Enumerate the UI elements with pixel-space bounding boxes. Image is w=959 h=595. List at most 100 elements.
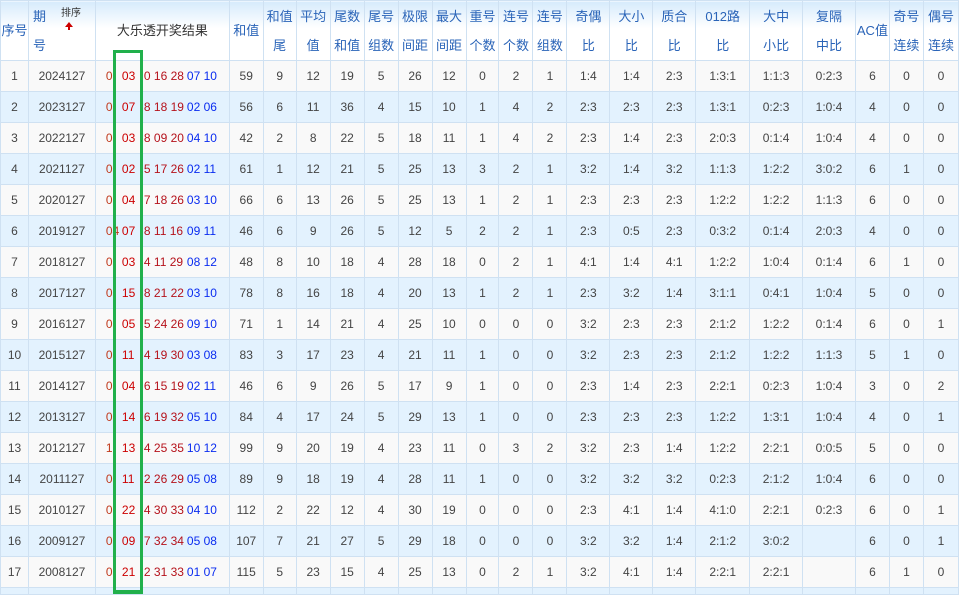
cell-no: 9: [0, 308, 29, 340]
cell-consecutive-count: 4: [498, 91, 534, 123]
cell-draw-result: 0 07 8 18 19 02 06: [94, 91, 230, 123]
header-label: 连号: [536, 8, 563, 24]
cell-max-gap: 11: [431, 339, 467, 371]
cell-even-consecutive: 0: [922, 122, 959, 154]
cell-big-small-ratio: 4:1: [609, 556, 654, 588]
cell-sum-tail: 9: [262, 432, 297, 464]
sort-button[interactable]: 排序: [60, 8, 81, 19]
cell-big-small-ratio: 1:4: [609, 60, 654, 92]
column-header-max-gap: 最大 间距: [431, 0, 467, 61]
cell-consecutive-count: 2: [498, 246, 534, 278]
column-header-mod3-ratio: 012路比: [695, 0, 751, 61]
cell-sum: 46: [228, 215, 264, 247]
cell-sum-tail: 6: [262, 370, 297, 402]
back-numbers: 05 10: [186, 410, 217, 424]
cell-prime-composite-ratio: 1:4: [652, 494, 697, 526]
cell-empty: [228, 587, 264, 595]
cell-big-mid-small-ratio: 1:2:2: [749, 184, 804, 216]
front-numbers: 07: [121, 224, 136, 238]
cell-tail-groups: 4: [363, 339, 399, 371]
cell-empty: [802, 587, 856, 595]
cell-no: 4: [0, 153, 29, 185]
cell-average: 12: [295, 153, 331, 185]
cell-repeat-gap-mid-ratio: 2:0:3: [802, 215, 856, 247]
cell-mod3-ratio: 0:3:2: [695, 215, 751, 247]
column-header-repeat-count: 重号 个数: [465, 0, 500, 61]
cell-sum-tail: 5: [262, 556, 297, 588]
front-numbers: 15: [121, 286, 136, 300]
cell-odd-even-ratio: 2:3: [566, 122, 611, 154]
cell-ac-value: 6: [854, 246, 890, 278]
cell-prime-composite-ratio: 2:3: [652, 60, 697, 92]
column-header-issue[interactable]: 期号 排序: [27, 0, 96, 61]
back-numbers: 03 10: [186, 193, 217, 207]
cell-odd-even-ratio: 3:2: [566, 556, 611, 588]
cell-consecutive-groups: 0: [532, 308, 568, 340]
column-header-big-mid-small-ratio: 大中 小比: [749, 0, 804, 61]
cell-sum-tail: 9: [262, 60, 297, 92]
cell-tail-sum: 19: [329, 432, 365, 464]
cell-prime-composite-ratio: 3:2: [652, 153, 697, 185]
cell-sum: 48: [228, 246, 264, 278]
front-numbers: 7 18 26: [143, 193, 184, 207]
cell-repeat-gap-mid-ratio: 1:0:4: [802, 277, 856, 309]
cell-repeat-count: 1: [465, 339, 500, 371]
cell-empty: [465, 587, 500, 595]
cell-big-mid-small-ratio: 0:2:3: [749, 370, 804, 402]
cell-consecutive-count: 4: [498, 122, 534, 154]
cell-prime-composite-ratio: 2:3: [652, 370, 697, 402]
header-label: 个数: [502, 37, 529, 53]
cell-odd-even-ratio: 2:3: [566, 184, 611, 216]
cell-draw-result: 0 11 4 19 30 03 08: [94, 339, 230, 371]
cell-issue: 2013127: [27, 401, 96, 433]
cell-tail-groups: 4: [363, 246, 399, 278]
cell-average: 21: [295, 525, 331, 557]
front-numbers: 8 21 22: [143, 286, 184, 300]
cell-issue: 2022127: [27, 122, 96, 154]
cell-tail-groups: 4: [363, 494, 399, 526]
cell-sum-tail: 2: [262, 122, 297, 154]
cell-no: 16: [0, 525, 29, 557]
table-row: 4 2021127 0 02 5 17 26 02 11 61 1 12 21 5 25 13 3 2 1 3:…: [0, 153, 959, 185]
cell-max-gap: 10: [431, 91, 467, 123]
cell-consecutive-groups: 2: [532, 91, 568, 123]
cell-mod3-ratio: 1:3:1: [695, 60, 751, 92]
cell-consecutive-groups: 0: [532, 339, 568, 371]
cell-extreme-span: 26: [397, 60, 433, 92]
front-numbers: 0: [105, 379, 113, 393]
cell-consecutive-groups: 2: [532, 122, 568, 154]
cell-even-consecutive: 0: [922, 556, 959, 588]
cell-big-small-ratio: 2:3: [609, 401, 654, 433]
cell-sum-tail: 3: [262, 339, 297, 371]
cell-repeat-count: 1: [465, 277, 500, 309]
cell-repeat-gap-mid-ratio: [802, 525, 856, 557]
cell-max-gap: 19: [431, 494, 467, 526]
front-numbers: 0: [105, 348, 113, 362]
cell-odd-consecutive: 0: [888, 277, 924, 309]
cell-no: 5: [0, 184, 29, 216]
table-row: 17 2008127 0 21 2 31 33 01 07 115 5 23 15 4 25 13 0 2 1…: [0, 556, 959, 588]
front-numbers: 4 30 33: [143, 503, 184, 517]
header-label: 连号: [502, 8, 529, 24]
cell-ac-value: 6: [854, 153, 890, 185]
column-header-sum: 和值: [228, 0, 264, 61]
cell-issue: 2020127: [27, 184, 96, 216]
cell-sum: 115: [228, 556, 264, 588]
cell-ac-value: 3: [854, 370, 890, 402]
cell-empty: [262, 587, 297, 595]
sort-arrow-up-icon[interactable]: [64, 22, 73, 30]
cell-big-small-ratio: 1:4: [609, 153, 654, 185]
cell-consecutive-groups: 0: [532, 463, 568, 495]
cell-extreme-span: 29: [397, 401, 433, 433]
front-numbers: 11: [121, 472, 135, 486]
cell-repeat-gap-mid-ratio: 1:0:4: [802, 91, 856, 123]
cell-tail-groups: 4: [363, 91, 399, 123]
back-numbers: 02 11: [186, 379, 217, 393]
cell-odd-consecutive: 1: [888, 556, 924, 588]
cell-even-consecutive: 0: [922, 153, 959, 185]
cell-prime-composite-ratio: 1:4: [652, 432, 697, 464]
cell-repeat-count: 0: [465, 432, 500, 464]
cell-issue: 2015127: [27, 339, 96, 371]
cell-average: 12: [295, 60, 331, 92]
